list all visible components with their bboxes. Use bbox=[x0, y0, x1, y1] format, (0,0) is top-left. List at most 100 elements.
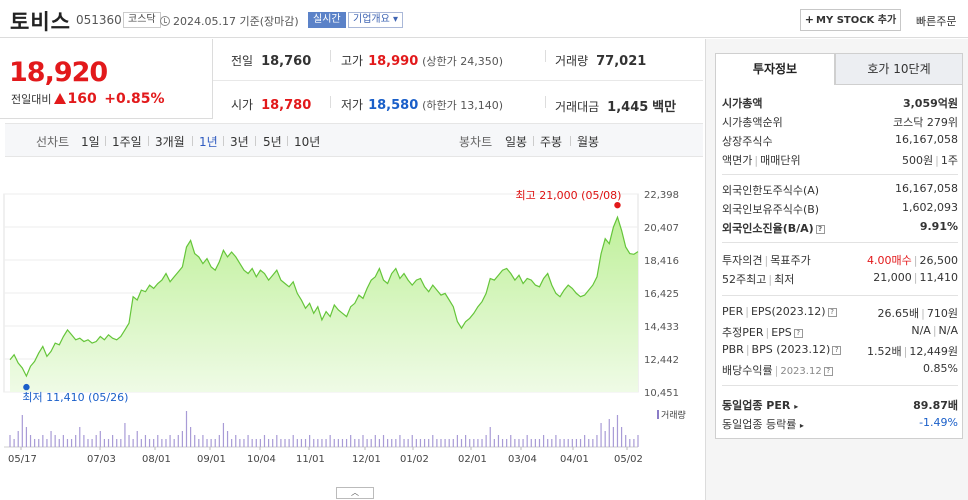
volume-bar bbox=[600, 423, 602, 447]
x-tick-label: 07/03 bbox=[87, 454, 116, 465]
y-tick-label: 16,425 bbox=[644, 289, 679, 300]
volume-bar bbox=[616, 415, 619, 447]
volume-bar bbox=[444, 439, 446, 447]
volume-bar bbox=[497, 435, 500, 447]
volume-bar bbox=[103, 439, 106, 447]
w52-low-value: 11,410 bbox=[919, 271, 959, 284]
period-5y[interactable]: 5년 bbox=[263, 135, 282, 149]
help-icon[interactable]: ? bbox=[793, 329, 803, 338]
volume-bar bbox=[185, 411, 188, 447]
volume-bar bbox=[70, 439, 73, 447]
per-label: PER | EPS(2023.12)? bbox=[722, 305, 837, 318]
foreign-limit-row: 외국인한도주식수(A) 16,167,058 bbox=[722, 182, 958, 199]
y-tick-label: 18,416 bbox=[644, 256, 679, 267]
foreign-ratio-label: 외국인소진율(B/A)? bbox=[722, 220, 825, 236]
amount-unit: 백만 bbox=[652, 100, 677, 115]
change-value: 160 bbox=[67, 91, 97, 107]
candle-daily[interactable]: 일봉 bbox=[505, 135, 528, 149]
help-icon[interactable]: ? bbox=[832, 346, 842, 355]
volume-bar bbox=[124, 423, 126, 447]
volume-bar bbox=[157, 435, 159, 447]
help-icon[interactable]: ? bbox=[827, 308, 837, 317]
help-icon[interactable]: ? bbox=[823, 367, 833, 376]
volume-bar bbox=[473, 439, 475, 447]
shares-row: 상장주식수 16,167,058 bbox=[722, 133, 958, 150]
separator: | bbox=[745, 343, 750, 356]
separator: | bbox=[754, 154, 759, 167]
volume-bar bbox=[350, 435, 352, 447]
volume-bar bbox=[309, 435, 311, 447]
per-row: PER | EPS(2023.12)? 26.65배 | 710원 bbox=[722, 305, 958, 322]
period-1d[interactable]: 1일 bbox=[81, 135, 100, 149]
est-per-row: 추정PER | EPS? N/A | N/A bbox=[722, 324, 958, 341]
open-value: 18,780 bbox=[261, 98, 312, 113]
chart-period-bar: 선차트 1일 1주일 3개월 1년 3년 5년 10년 봉차트 일봉 주봉 월봉 bbox=[5, 123, 703, 157]
volume-bar bbox=[612, 427, 614, 447]
volume-bar bbox=[153, 439, 155, 447]
volume-bar bbox=[387, 439, 389, 447]
candle-monthly[interactable]: 월봉 bbox=[577, 135, 600, 149]
volume-bar bbox=[567, 439, 569, 447]
est-per-value: N/A | N/A bbox=[911, 324, 958, 337]
y-tick-label: 20,407 bbox=[644, 223, 679, 234]
sector-change-label: 동일업종 등락률 ▸ bbox=[722, 416, 804, 432]
volume-bar bbox=[477, 439, 479, 447]
volume-bar bbox=[366, 439, 368, 447]
price-change: 전일대비 160 +0.85% bbox=[11, 91, 165, 107]
volume-bar bbox=[218, 435, 220, 447]
sector-per-label-text: 동일업종 PER bbox=[722, 399, 791, 412]
x-tick-label: 03/04 bbox=[508, 454, 537, 465]
volume-bar bbox=[17, 431, 19, 447]
volume-bar bbox=[370, 439, 372, 447]
period-10y[interactable]: 10년 bbox=[294, 135, 321, 149]
est-eps-label: EPS bbox=[771, 326, 792, 339]
volume-bar bbox=[559, 439, 561, 447]
volume-bar bbox=[206, 439, 208, 447]
divider bbox=[330, 50, 331, 62]
pbr-label-text: PBR bbox=[722, 343, 744, 356]
market-cap-label: 시가총액 bbox=[722, 97, 763, 110]
volume-bar bbox=[66, 439, 69, 447]
dividend-label-text: 배당수익률 bbox=[722, 364, 773, 377]
period-3y[interactable]: 3년 bbox=[230, 135, 249, 149]
foreign-hold-label: 외국인보유주식수(B) bbox=[722, 203, 820, 216]
invest-info-box: 시가총액 3,059억원 시가총액순위 코스닥 279위 상장주식수 16,167,0… bbox=[715, 85, 963, 439]
volume-bar bbox=[173, 439, 175, 447]
pbr-value-text: 1.52배 bbox=[867, 345, 902, 358]
eps-label: EPS(2023.12) bbox=[750, 305, 826, 318]
volume-bar bbox=[276, 435, 278, 447]
volume-bar bbox=[247, 435, 249, 447]
company-overview-button[interactable]: 기업개요 ▾ bbox=[348, 12, 404, 28]
period-1y[interactable]: 1년 bbox=[199, 135, 218, 149]
period-3m[interactable]: 3개월 bbox=[155, 135, 185, 149]
tab-invest-info[interactable]: 투자정보 bbox=[715, 53, 835, 85]
chart-collapse-button[interactable]: ︿ bbox=[336, 487, 374, 499]
volume-bar bbox=[555, 435, 557, 447]
clock-icon bbox=[160, 16, 170, 26]
volume-bar bbox=[231, 439, 233, 447]
volume-bar bbox=[514, 439, 516, 447]
amount-value: 1,445 bbox=[607, 100, 649, 115]
bps-label: BPS (2023.12) bbox=[751, 343, 831, 356]
separator: | bbox=[903, 345, 908, 358]
volume-bar bbox=[38, 439, 40, 447]
volume-bar bbox=[87, 439, 89, 447]
realtime-button[interactable]: 실시간 bbox=[308, 12, 346, 28]
low-price: 저가 18,580 (하한가 13,140) bbox=[341, 96, 503, 113]
help-icon[interactable]: ? bbox=[815, 225, 825, 234]
volume-bar bbox=[485, 435, 487, 447]
period-1w[interactable]: 1주일 bbox=[112, 135, 142, 149]
price-chart[interactable]: 22,398 20,407 18,416 16,425 14,433 12,442 10,4… bbox=[0, 160, 703, 500]
tab-quote-10[interactable]: 호가 10단계 bbox=[835, 53, 963, 85]
add-my-stock-button[interactable]: + MY STOCK 추가 bbox=[800, 9, 901, 31]
separator: | bbox=[774, 364, 779, 377]
foreign-hold-row: 외국인보유주식수(B) 1,602,093 bbox=[722, 201, 958, 218]
volume-bar bbox=[46, 439, 48, 447]
candle-weekly[interactable]: 주봉 bbox=[540, 135, 563, 149]
volume-bar bbox=[489, 427, 491, 447]
up-triangle-icon bbox=[54, 93, 67, 104]
divider bbox=[722, 295, 958, 296]
par-row: 액면가 | 매매단위 500원 | 1주 bbox=[722, 152, 958, 169]
quick-order-button[interactable]: 빠른주문 bbox=[916, 15, 957, 28]
volume-bar bbox=[374, 435, 376, 447]
